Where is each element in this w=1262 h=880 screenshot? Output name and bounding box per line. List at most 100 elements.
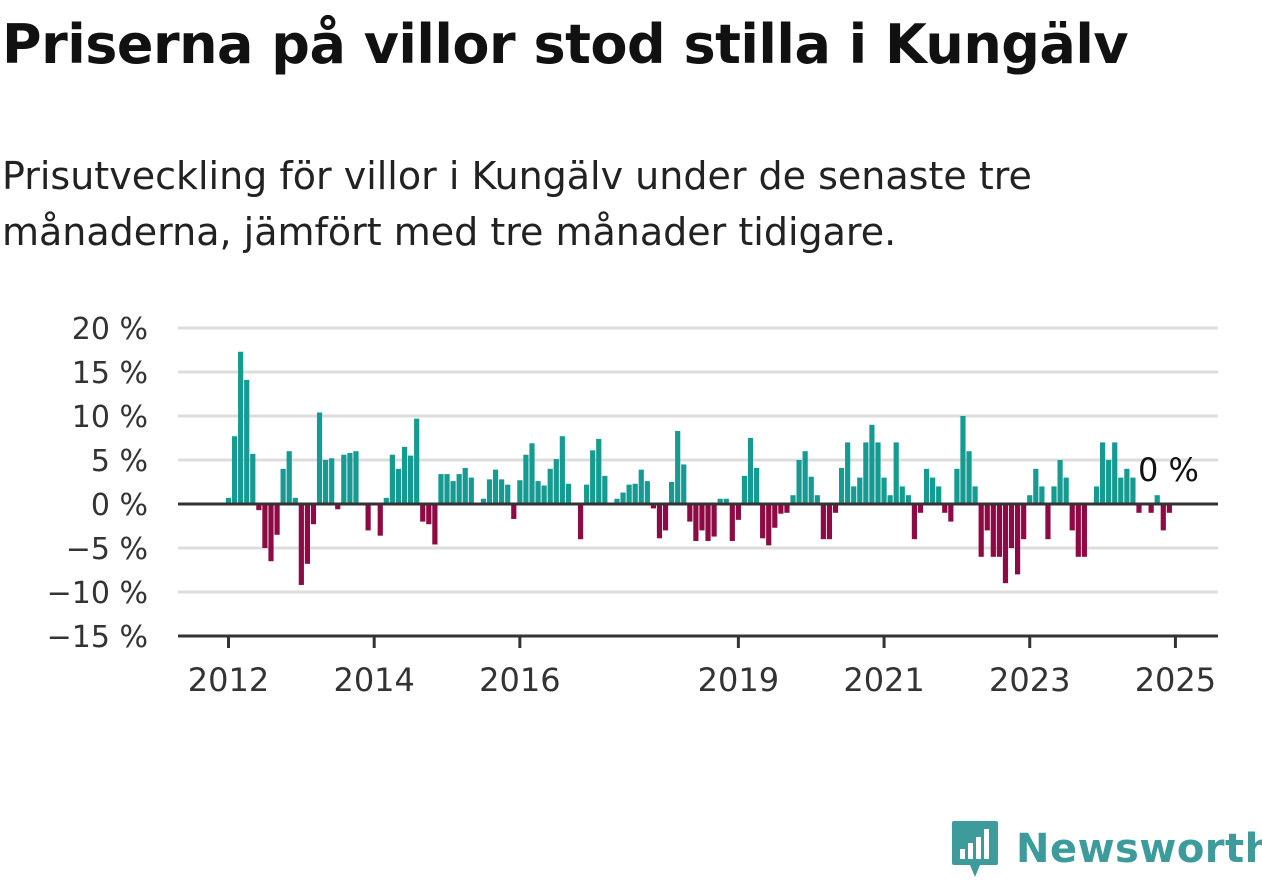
chart-subtitle: Prisutveckling för villor i Kungälv unde…	[2, 148, 1222, 260]
bar	[894, 442, 899, 504]
bar	[1015, 504, 1020, 574]
bar	[973, 486, 978, 504]
bar	[529, 443, 534, 504]
bar	[535, 481, 540, 504]
bar	[699, 504, 704, 530]
bar	[317, 412, 322, 504]
bar	[408, 456, 413, 504]
bar	[590, 450, 595, 504]
bar	[578, 504, 583, 539]
x-tick-label: 2012	[188, 661, 269, 699]
y-tick-label: 0 %	[91, 488, 148, 523]
bar-chart: 20 %15 %10 %5 %0 %−5 %−10 %−15 % 2012 201…	[0, 300, 1262, 720]
bar	[730, 504, 735, 541]
bar	[602, 476, 607, 504]
chart-title: Priserna på villor stod stilla i Kungälv	[2, 10, 1128, 80]
bar	[414, 419, 419, 504]
bar	[426, 504, 431, 524]
y-tick-label: −10 %	[47, 576, 148, 611]
bar	[299, 504, 304, 585]
bar	[268, 504, 273, 561]
bar	[505, 485, 510, 504]
bar	[839, 468, 844, 504]
x-tick-label: 2016	[479, 661, 560, 699]
bar	[645, 481, 650, 504]
bar	[487, 479, 492, 504]
bar	[1106, 460, 1111, 504]
bar	[542, 486, 547, 504]
y-tick-label: −5 %	[66, 532, 148, 567]
last-value-label: 0 %	[1138, 451, 1199, 489]
bar	[1009, 504, 1014, 548]
bar	[1094, 486, 1099, 504]
bar	[687, 504, 692, 522]
bar	[633, 484, 638, 504]
bar	[438, 474, 443, 504]
bar	[1033, 469, 1038, 504]
x-tick-label: 2025	[1135, 661, 1216, 699]
bar	[827, 504, 832, 539]
bar	[997, 504, 1002, 557]
bar	[493, 470, 498, 504]
bar	[517, 480, 522, 504]
bar	[305, 504, 310, 564]
bar	[748, 438, 753, 504]
bar	[991, 504, 996, 557]
bar	[1045, 504, 1050, 539]
bar	[420, 504, 425, 522]
bar	[675, 431, 680, 504]
bar	[966, 451, 971, 504]
bar	[347, 453, 352, 504]
bar	[766, 504, 771, 545]
bar	[396, 469, 401, 504]
y-tick-label: 20 %	[72, 312, 148, 347]
bar	[341, 455, 346, 504]
bar	[378, 504, 383, 536]
y-tick-label: 5 %	[91, 444, 148, 479]
bar	[924, 469, 929, 504]
bar	[657, 504, 662, 538]
bar	[742, 476, 747, 504]
bar	[803, 451, 808, 504]
bar	[554, 459, 559, 504]
bar	[857, 478, 862, 504]
bar	[560, 436, 565, 504]
bar	[1039, 486, 1044, 504]
bar	[1130, 478, 1135, 504]
x-tick-label: 2014	[333, 661, 414, 699]
bar	[262, 504, 267, 548]
bar	[845, 442, 850, 504]
bar	[954, 469, 959, 504]
bar	[620, 493, 625, 504]
bar	[323, 460, 328, 504]
y-tick-label: 15 %	[72, 356, 148, 391]
bar	[1003, 504, 1008, 583]
bar	[499, 479, 504, 504]
bar	[712, 504, 717, 537]
bar	[809, 477, 814, 504]
bar	[1070, 504, 1075, 530]
bar	[444, 474, 449, 504]
bar	[457, 474, 462, 504]
bar	[1051, 486, 1056, 504]
bar	[1064, 478, 1069, 504]
bar	[1118, 478, 1123, 504]
bar	[1112, 442, 1117, 504]
bar	[760, 504, 765, 538]
bar	[311, 504, 316, 524]
bar	[250, 454, 255, 504]
bar	[900, 486, 905, 504]
bar	[736, 504, 741, 520]
bar	[912, 504, 917, 539]
bar	[596, 439, 601, 504]
bar	[281, 469, 286, 504]
brand-name: Newsworthy	[1016, 826, 1262, 872]
bar	[1124, 469, 1129, 504]
bar	[705, 504, 710, 541]
bar	[523, 455, 528, 504]
bar	[772, 504, 777, 528]
x-tick-label: 2019	[698, 661, 779, 699]
bar	[469, 478, 474, 504]
bar	[960, 416, 965, 504]
bar	[353, 451, 358, 504]
